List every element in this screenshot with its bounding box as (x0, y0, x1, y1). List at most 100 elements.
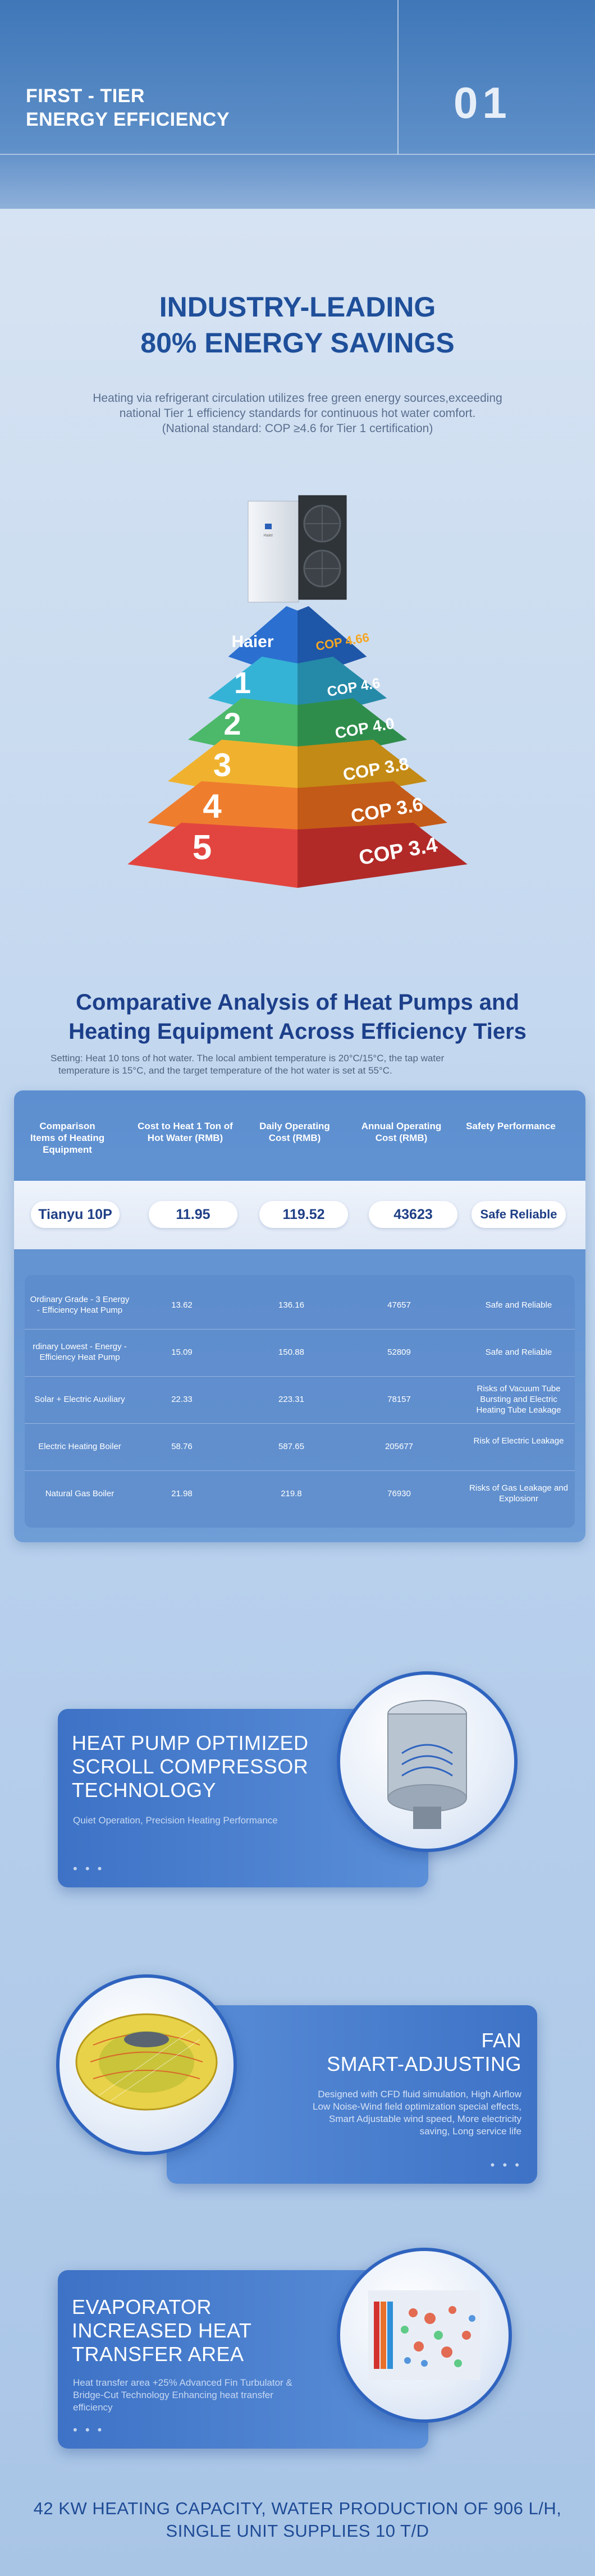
hero-description: Heating via refrigerant circulation util… (67, 391, 528, 436)
header-banner: FIRST - TIER ENERGY EFFICIENCY 01 (0, 0, 595, 209)
evaporator-title-line1: EVAPORATOR (72, 2295, 212, 2318)
heat-pump-unit-image: Haier (248, 495, 347, 603)
evaporator-icon (337, 2248, 512, 2423)
row-daily: 587.65 (278, 1442, 304, 1451)
fan-subtitle: Designed with CFD fluid simulation, High… (313, 2088, 521, 2138)
pyramid-tier-number: 2 (223, 706, 241, 741)
setting-line2: temperature is 15°C, and the target temp… (58, 1065, 392, 1076)
comparison-title-line2: Heating Equipment Across Efficiency Tier… (68, 1019, 527, 1044)
section-title-line2: ENERGY EFFICIENCY (26, 109, 230, 130)
fan-dots: • • • (490, 2158, 521, 2172)
efficiency-pyramid: Haier COP 4.661 COP 4.62 COP 4.03 COP 3.84 CO… (127, 606, 468, 888)
fan-title-line2: SMART-ADJUSTING (327, 2052, 521, 2075)
pyramid-tier-right (298, 823, 468, 888)
fan-subtitle-line2: Low Noise-Wind field optimization specia… (313, 2101, 521, 2112)
header-cost: Cost to Heat 1 Ton of Hot Water (RMB) (138, 1121, 233, 1143)
pyramid-tier-left (127, 823, 298, 888)
highlight-safety: Safe Reliable (472, 1201, 566, 1228)
hero-title: INDUSTRY-LEADING 80% ENERGY SAVINGS (0, 289, 595, 361)
row-cost: 13.62 (171, 1300, 193, 1310)
row-annual: 78157 (387, 1395, 411, 1404)
table-row: Solar + Electric Auxiliary 22.33 223.31 … (25, 1376, 575, 1424)
row-annual: 52809 (387, 1347, 411, 1357)
evaporator-subtitle: Heat transfer area +25% Advanced Fin Tur… (73, 2377, 292, 2414)
pyramid-tier-number: Haier (231, 632, 273, 651)
evaporator-subtitle-line2: Bridge-Cut Technology Enhancing heat tra… (73, 2390, 273, 2400)
table-header: Comparison Items of Heating Equipment Co… (17, 1117, 578, 1162)
row-safety: Safe and Reliable (485, 1300, 552, 1310)
row-daily: 136.16 (278, 1300, 304, 1310)
pyramid-tier-number: 1 (234, 666, 251, 700)
header-item: Comparison Items of Heating Equipment (30, 1121, 105, 1155)
row-cost: 15.09 (171, 1347, 193, 1357)
compressor-title-line1: HEAT PUMP OPTIMIZED (72, 1731, 309, 1754)
footer-line2: SINGLE UNIT SUPPLIES 10 T/D (166, 2521, 429, 2541)
row-annual: 76930 (387, 1489, 411, 1498)
section-title: FIRST - TIER ENERGY EFFICIENCY (26, 84, 230, 131)
compressor-title: HEAT PUMP OPTIMIZED SCROLL COMPRESSOR TE… (72, 1731, 309, 1802)
table-row: Natural Gas Boiler 21.98 219.8 76930 Ris… (25, 1470, 575, 1518)
section-title-line1: FIRST - TIER (26, 85, 145, 107)
highlight-row: Tianyu 10P 11.95 119.52 43623 Safe Relia… (14, 1181, 585, 1249)
highlight-daily: 119.52 (259, 1201, 348, 1228)
header-safety: Safety Performance (466, 1121, 556, 1131)
section-number: 01 (454, 78, 511, 127)
fan-title-line1: FAN (481, 2029, 521, 2052)
compressor-title-line3: TECHNOLOGY (72, 1779, 217, 1802)
row-cost: 21.98 (171, 1489, 193, 1498)
compressor-subtitle: Quiet Operation, Precision Heating Perfo… (73, 1815, 278, 1826)
highlight-annual: 43623 (369, 1201, 457, 1228)
evaporator-title-line3: TRANSFER AREA (72, 2343, 244, 2366)
hero-desc-line1: Heating via refrigerant circulation util… (93, 392, 502, 405)
header-annual: Annual Operating Cost (RMB) (361, 1121, 442, 1143)
fan-icon (56, 1974, 237, 2155)
compressor-icon (337, 1671, 518, 1852)
fan-subtitle-line4: saving, Long service life (419, 2126, 521, 2137)
header-daily: Daily Operating Cost (RMB) (259, 1121, 330, 1143)
row-annual: 205677 (385, 1442, 414, 1451)
table-row: Electric Heating Boiler 58.76 587.65 205… (25, 1423, 575, 1471)
evaporator-subtitle-line1: Heat transfer area +25% Advanced Fin Tur… (73, 2377, 292, 2388)
row-item: rdinary Lowest - Energy - Efficiency Hea… (33, 1342, 127, 1362)
row-safety: Safe and Reliable (485, 1347, 552, 1357)
pyramid-tier-number: 3 (213, 747, 231, 783)
evaporator-dots: • • • (73, 2423, 104, 2437)
hero-desc-line3: (National standard: COP ≥4.6 for Tier 1 … (162, 422, 433, 435)
row-safety: Risk of Electric Leakage (473, 1436, 564, 1446)
table-row: Ordinary Grade - 3 Energy - Efficiency H… (25, 1282, 575, 1330)
row-cost: 58.76 (171, 1442, 193, 1451)
row-item: Natural Gas Boiler (45, 1489, 115, 1498)
table-body: Ordinary Grade - 3 Energy - Efficiency H… (25, 1275, 575, 1528)
row-cost: 22.33 (171, 1395, 193, 1404)
pyramid-tier-number: 5 (193, 828, 212, 867)
hero-title-line1: INDUSTRY-LEADING (159, 291, 436, 323)
svg-text:Haier: Haier (264, 534, 273, 538)
evaporator-subtitle-line3: efficiency (73, 2402, 113, 2413)
comparison-title-line1: Comparative Analysis of Heat Pumps and (76, 990, 519, 1015)
highlight-cost: 11.95 (149, 1201, 237, 1228)
row-item: Ordinary Grade - 3 Energy - Efficiency H… (30, 1295, 130, 1315)
fan-title: FAN SMART-ADJUSTING (327, 2029, 521, 2076)
row-item: Electric Heating Boiler (38, 1442, 121, 1451)
row-item: Solar + Electric Auxiliary (34, 1395, 125, 1404)
footer-line1: 42 KW HEATING CAPACITY, WATER PRODUCTION… (33, 2499, 562, 2518)
compressor-title-line2: SCROLL COMPRESSOR (72, 1755, 309, 1778)
footer-capacity: 42 KW HEATING CAPACITY, WATER PRODUCTION… (0, 2497, 595, 2542)
fan-subtitle-line3: Smart Adjustable wind speed, More electr… (329, 2114, 521, 2124)
highlight-item: Tianyu 10P (31, 1201, 120, 1228)
header-divider-horizontal (0, 154, 595, 155)
comparison-title: Comparative Analysis of Heat Pumps and H… (0, 988, 595, 1046)
row-annual: 47657 (387, 1300, 411, 1310)
evaporator-title-line2: INCREASED HEAT (72, 2319, 252, 2342)
row-daily: 150.88 (278, 1347, 304, 1357)
row-safety: Risks of Vacuum Tube Bursting and Electr… (476, 1384, 561, 1415)
setting-line1: Setting: Heat 10 tons of hot water. The … (51, 1053, 445, 1064)
row-safety: Risks of Gas Leakage and Explosionr (469, 1483, 568, 1504)
hero-title-line2: 80% ENERGY SAVINGS (140, 327, 455, 359)
comparison-setting: Setting: Heat 10 tons of hot water. The … (51, 1052, 556, 1077)
hero-desc-line2: national Tier 1 efficiency standards for… (119, 407, 476, 420)
evaporator-title: EVAPORATOR INCREASED HEAT TRANSFER AREA (72, 2295, 251, 2366)
row-daily: 223.31 (278, 1395, 304, 1404)
header-divider-vertical (397, 0, 399, 154)
row-daily: 219.8 (281, 1489, 302, 1498)
